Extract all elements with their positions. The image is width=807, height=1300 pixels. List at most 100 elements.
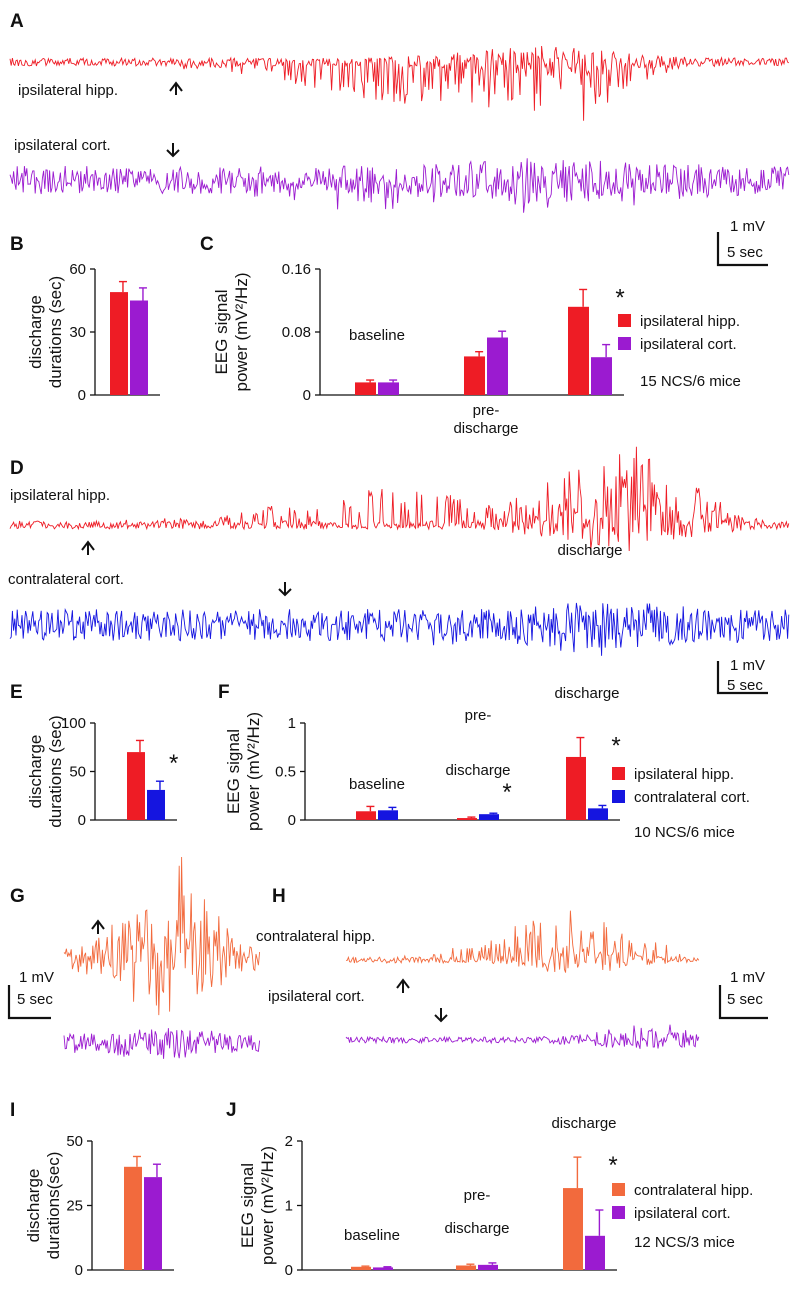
bar-C <box>591 357 612 395</box>
y-axis-label-line1-E: discharge <box>26 735 45 809</box>
scale-bar-g: 1 mV 5 sec <box>7 969 54 1020</box>
trace-a-ipsilateral-hipp <box>9 45 790 121</box>
y-axis-label-line1-I: discharge <box>24 1169 43 1243</box>
category-label-C: baseline <box>349 327 405 344</box>
y-tick-label-C: 0 <box>303 387 311 404</box>
bar-F <box>457 818 477 820</box>
panel-letter-g: G <box>10 886 25 907</box>
category-label-J: pre- <box>464 1187 491 1204</box>
trace-a-hipp-label: ipsilateral hipp. <box>18 82 118 99</box>
scale-bar-a-lines <box>716 232 768 267</box>
bar-J <box>585 1235 605 1270</box>
scale-bar-h-mv: 1 mV <box>730 969 765 986</box>
legend-label-C: ipsilateral cort. <box>640 336 737 353</box>
bar-I <box>124 1166 142 1270</box>
significance-star-F: * <box>502 779 511 806</box>
y-axis-label-line2-I: durations(sec) <box>44 1152 63 1260</box>
trace-h-hipp-label: contralateral hipp. <box>256 928 375 945</box>
legend-swatch-C <box>618 314 631 327</box>
y-axis-label-line1-C: EEG signal <box>212 289 231 374</box>
panel-letter-b: B <box>10 234 24 255</box>
category-label-J: baseline <box>344 1227 400 1244</box>
bar-C <box>355 382 376 395</box>
bar-F <box>479 814 499 820</box>
bar-E <box>147 789 165 820</box>
y-tick-label-C: 0.08 <box>282 324 311 341</box>
stim-arrow-down-icon <box>166 143 180 158</box>
panel-letter-a: A <box>10 11 24 32</box>
scale-bar-d: 1 mV 5 sec <box>716 657 768 695</box>
panel-letter-i: I <box>10 1100 15 1121</box>
legend-label-F: contralateral cort. <box>634 789 750 806</box>
category-label-J: discharge <box>551 1115 616 1132</box>
y-tick-label-J: 0 <box>285 1262 293 1279</box>
y-tick-label-F: 0.5 <box>275 764 296 781</box>
y-axis-label-line1-J: EEG signal <box>238 1163 257 1248</box>
significance-star-J: * <box>608 1152 617 1179</box>
scale-bar-h-sec: 5 sec <box>727 991 763 1008</box>
y-axis-label-line2-E: durations (sec) <box>46 715 65 827</box>
trace-a-cort-label: ipsilateral cort. <box>14 137 111 154</box>
legend-swatch-F <box>612 790 625 803</box>
y-tick-label-I: 25 <box>66 1198 83 1215</box>
stim-arrow-up-icon <box>91 919 105 934</box>
y-tick-label-B: 0 <box>78 387 86 404</box>
bar-B <box>110 292 128 395</box>
bar-C <box>568 306 589 395</box>
bar-F <box>378 810 398 820</box>
panel-letter-h: H <box>272 886 286 907</box>
category-label-C: pre- <box>473 402 500 419</box>
y-tick-label-E: 0 <box>78 812 86 829</box>
scale-bar-a: 1 mV 5 sec <box>716 218 768 267</box>
category-label-F: discharge <box>554 685 619 702</box>
scale-bar-a-sec: 5 sec <box>727 244 763 261</box>
legend-swatch-J <box>612 1206 625 1219</box>
y-tick-label-F: 1 <box>288 715 296 732</box>
scale-bar-a-mv: 1 mV <box>730 218 765 235</box>
scale-bar-g-sec: 5 sec <box>17 991 53 1008</box>
bar-J <box>456 1265 476 1270</box>
bar-J <box>563 1188 583 1270</box>
category-label-F: pre- <box>465 707 492 724</box>
bar-F <box>588 808 608 820</box>
bar-B <box>130 300 148 395</box>
trace-g-contralateral-hipp <box>63 856 261 1016</box>
sample-size-label-J: 12 NCS/3 mice <box>634 1234 735 1251</box>
scale-bar-g-lines <box>7 985 51 1020</box>
scale-bar-g-mv: 1 mV <box>19 969 54 986</box>
scale-bar-h: 1 mV 5 sec <box>718 969 768 1020</box>
y-axis-label-line1-B: discharge <box>26 295 45 369</box>
y-tick-label-J: 1 <box>285 1198 293 1215</box>
panel-letter-c: C <box>200 234 214 255</box>
y-tick-label-E: 50 <box>69 764 86 781</box>
bar-C <box>464 356 485 395</box>
y-axis-label-line2-J: power (mV²/Hz) <box>258 1146 277 1265</box>
trace-g-ipsilateral-cort <box>63 1028 261 1059</box>
panel-letter-e: E <box>10 682 23 703</box>
scale-bar-d-sec: 5 sec <box>727 677 763 694</box>
category-label-J: discharge <box>444 1220 509 1237</box>
scale-bar-d-mv: 1 mV <box>730 657 765 674</box>
legend-swatch-J <box>612 1183 625 1196</box>
bar-C <box>487 337 508 395</box>
y-axis-label-line1-F: EEG signal <box>224 729 243 814</box>
sample-size-label-F: 10 NCS/6 mice <box>634 824 735 841</box>
bar-I <box>144 1177 162 1270</box>
panel-h-traces: contralateral hipp. ipsilateral cort. <box>256 910 700 1049</box>
y-tick-label-I: 0 <box>75 1262 83 1279</box>
bar-C <box>378 382 399 395</box>
y-axis-label-line2-B: durations (sec) <box>46 276 65 388</box>
y-tick-label-B: 60 <box>69 261 86 278</box>
y-tick-label-J: 2 <box>285 1133 293 1150</box>
bar-J <box>351 1266 371 1270</box>
scale-bar-h-lines <box>718 985 768 1020</box>
y-axis-label-line2-C: power (mV²/Hz) <box>232 272 251 391</box>
y-tick-label-E: 100 <box>61 715 86 732</box>
bar-F <box>356 811 376 820</box>
trace-d-hipp-label: ipsilateral hipp. <box>10 487 110 504</box>
panel-letter-f: F <box>218 682 230 703</box>
legend-label-J: contralateral hipp. <box>634 1182 753 1199</box>
stim-arrow-down-icon <box>278 582 292 597</box>
stim-arrow-up-icon <box>396 978 410 993</box>
